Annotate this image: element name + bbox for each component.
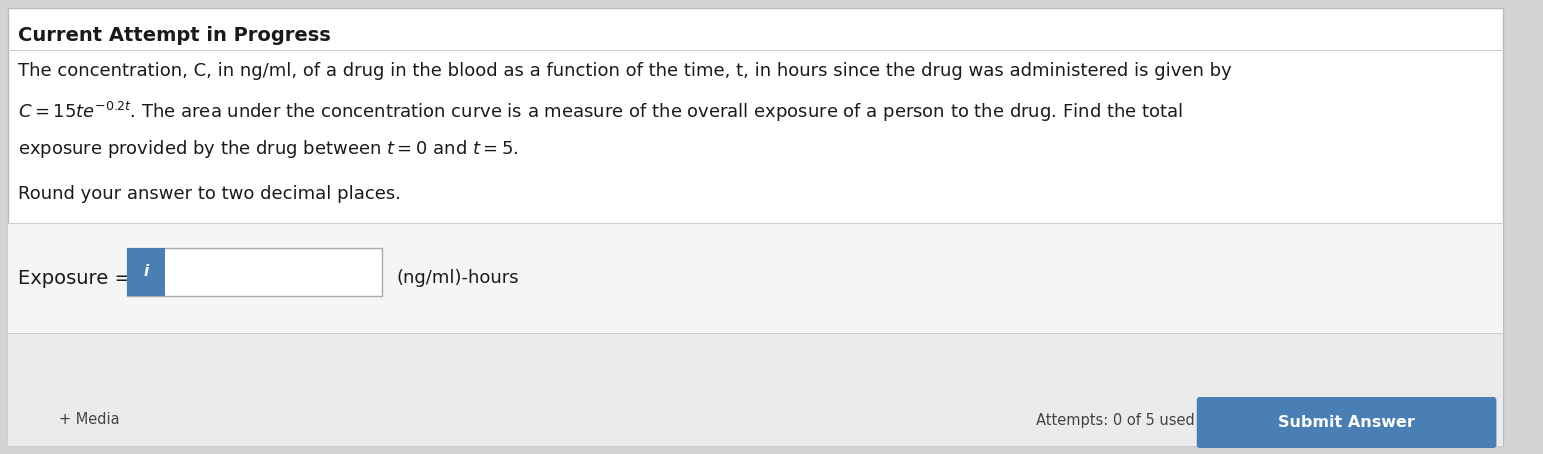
Text: The concentration, C, in ng/ml, of a drug in the blood as a function of the time: The concentration, C, in ng/ml, of a dru… (17, 62, 1231, 80)
Text: Submit Answer: Submit Answer (1278, 415, 1415, 430)
FancyBboxPatch shape (1197, 397, 1497, 448)
Text: $C = 15te^{-0.2t}$. The area under the concentration curve is a measure of the o: $C = 15te^{-0.2t}$. The area under the c… (17, 100, 1182, 124)
Text: (ng/ml)-hours: (ng/ml)-hours (397, 269, 520, 287)
Bar (8, 223, 1503, 333)
Text: Attempts: 0 of 5 used: Attempts: 0 of 5 used (1035, 413, 1194, 428)
Text: Current Attempt in Progress: Current Attempt in Progress (17, 26, 330, 45)
Text: exposure provided by the drug between $t = 0$ and $t = 5$.: exposure provided by the drug between $t… (17, 138, 518, 160)
Bar (8, 333, 1503, 446)
Bar (128, 248, 383, 296)
Text: Exposure =: Exposure = (17, 268, 137, 287)
Text: Round your answer to two decimal places.: Round your answer to two decimal places. (17, 185, 401, 203)
Text: i: i (143, 265, 148, 280)
Bar (128, 248, 165, 296)
Text: + Media: + Media (59, 413, 119, 428)
